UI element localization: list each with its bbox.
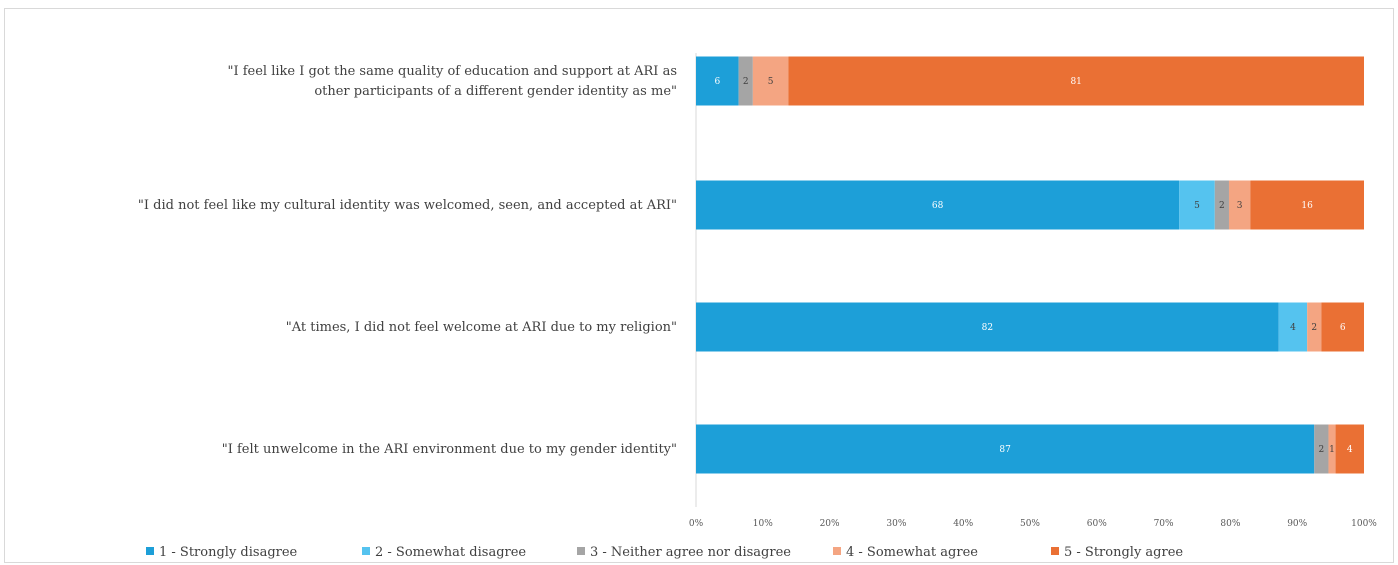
bar-segment (1335, 424, 1364, 474)
data-label: 6 (1340, 323, 1346, 333)
category-labels: "I feel like I got the same quality of e… (138, 64, 677, 457)
bar-segment (1278, 302, 1308, 352)
bar-segment (696, 180, 1180, 230)
data-label: 3 (1237, 201, 1243, 211)
data-label: 68 (932, 201, 944, 211)
data-label: 1 (1329, 445, 1335, 455)
data-label: 16 (1301, 201, 1313, 211)
legend: 1 - Strongly disagree 2 - Somewhat disagr… (146, 545, 1183, 560)
x-tick-label: 80% (1220, 519, 1240, 529)
data-label: 4 (1347, 445, 1353, 455)
legend-label: 3 - Neither agree nor disagree (590, 545, 791, 560)
legend-label: 1 - Strongly disagree (159, 545, 298, 560)
data-label: 87 (999, 445, 1011, 455)
legend-label: 2 - Somewhat disagree (375, 545, 526, 560)
x-tick-label: 50% (1020, 519, 1040, 529)
legend-swatch (577, 547, 585, 555)
category-label: "I felt unwelcome in the ARI environment… (222, 442, 677, 457)
x-tick-label: 40% (953, 519, 973, 529)
legend-swatch (833, 547, 841, 555)
legend-swatch (1051, 547, 1059, 555)
bar-segment (1321, 302, 1364, 352)
bar-segment (752, 56, 789, 106)
bar-segment (1314, 424, 1329, 474)
legend-label: 4 - Somewhat agree (846, 545, 978, 560)
bar-segment (1328, 424, 1336, 474)
x-tick-label: 60% (1087, 519, 1107, 529)
bar-segment (1250, 180, 1364, 230)
legend-swatch (362, 547, 370, 555)
data-label: 5 (1194, 201, 1200, 211)
chart-frame: 6 2 5 81 68 5 2 3 16 82 4 2 6 87 2 1 4 "I feel like I go… (4, 8, 1394, 563)
bar-segment (1179, 180, 1215, 230)
bar-segment (696, 302, 1279, 352)
data-label: 2 (1318, 445, 1324, 455)
legend-swatch (146, 547, 154, 555)
bar-segment (738, 56, 753, 106)
data-label: 81 (1070, 77, 1081, 87)
x-tick-label: 30% (886, 519, 906, 529)
bar-segment (788, 56, 1364, 106)
bar-segment (1307, 302, 1322, 352)
category-label: "I did not feel like my cultural identit… (138, 198, 677, 213)
data-label: 2 (743, 77, 749, 87)
data-label: 4 (1290, 323, 1296, 333)
x-tick-label: 20% (820, 519, 840, 529)
x-tick-label: 0% (689, 519, 704, 529)
data-label: 82 (982, 323, 993, 333)
data-label: 2 (1219, 201, 1225, 211)
data-label: 5 (768, 77, 774, 87)
data-label: 2 (1311, 323, 1317, 333)
x-tick-label: 70% (1154, 519, 1174, 529)
bar-segment (696, 56, 739, 106)
x-tick-label: 10% (753, 519, 773, 529)
category-label: other participants of a different gender… (314, 84, 677, 99)
x-tick-label: 90% (1287, 519, 1307, 529)
category-label: "I feel like I got the same quality of e… (227, 64, 677, 79)
x-axis-ticks: 0% 10% 20% 30% 40% 50% 60% 70% 80% 90% 100% (689, 519, 1377, 529)
bar-segment (696, 424, 1315, 474)
category-label: "At times, I did not feel welcome at ARI… (286, 320, 677, 335)
legend-label: 5 - Strongly agree (1064, 545, 1183, 560)
x-tick-label: 100% (1351, 519, 1377, 529)
bar-segment (1228, 180, 1251, 230)
bar-segment (1214, 180, 1229, 230)
data-label: 6 (714, 77, 720, 87)
